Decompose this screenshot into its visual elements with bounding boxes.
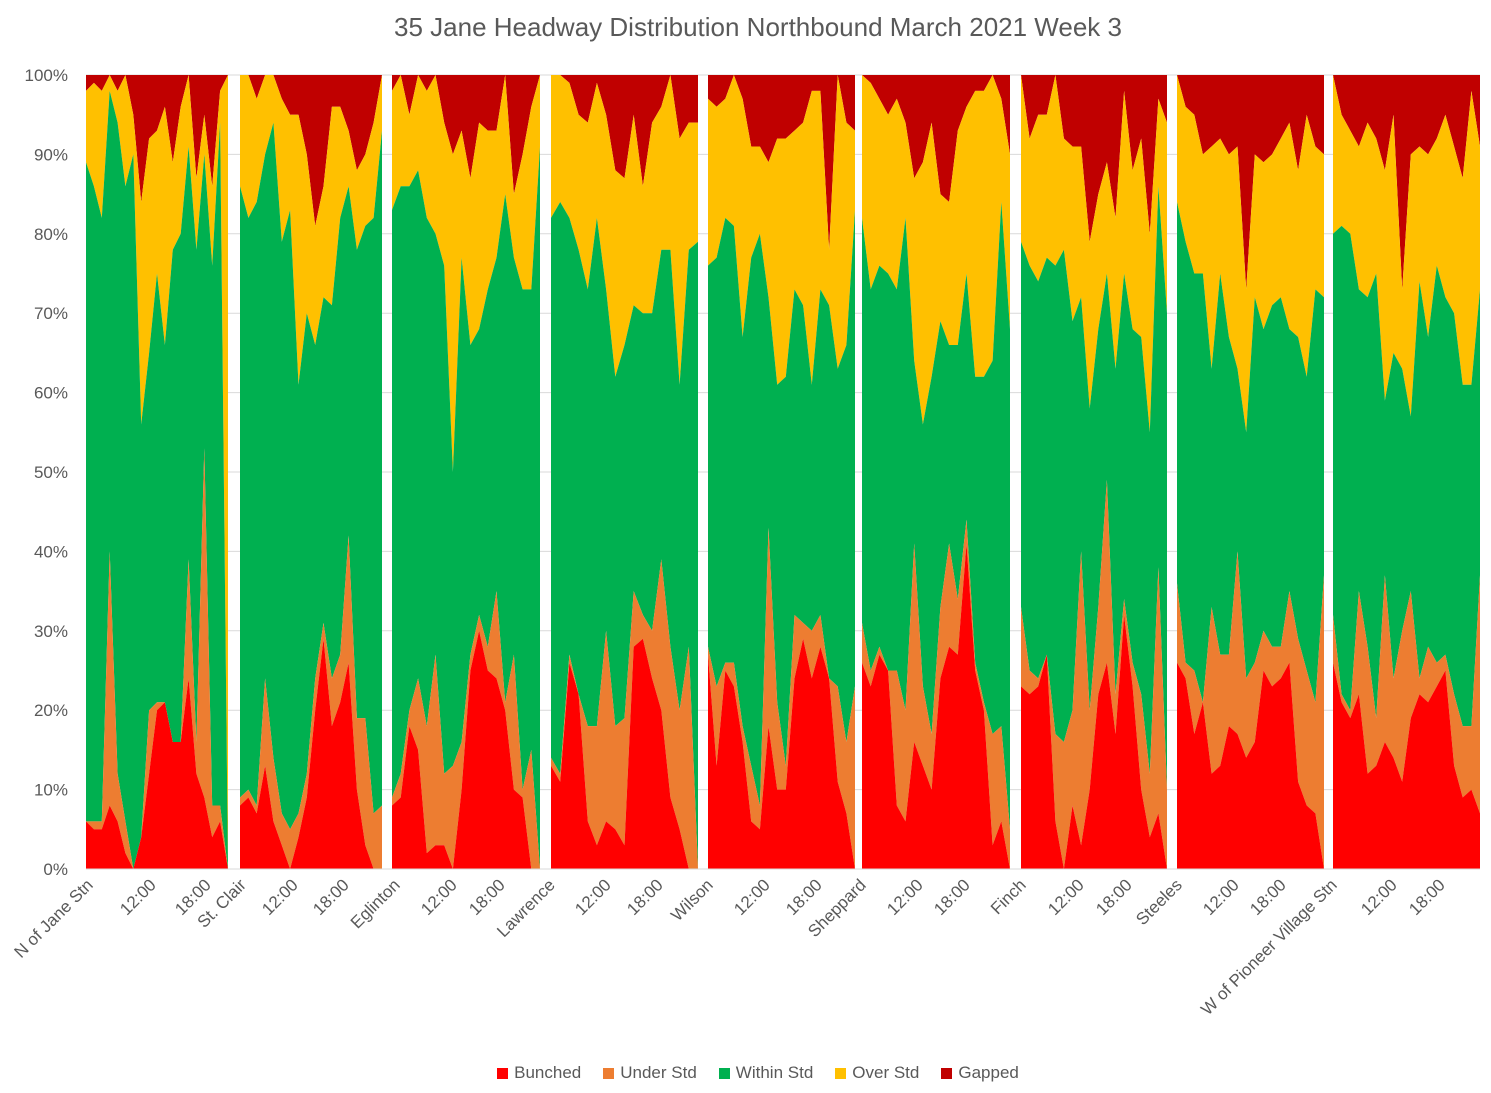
under-std-area [1177,551,1324,869]
x-tick-label: 12:00 [1357,875,1401,919]
x-tick-label: 18:00 [1246,875,1290,919]
within-std-area [862,202,1010,830]
within-std-area [1333,225,1480,727]
legend-swatch-within-std [718,1067,730,1079]
within-std-area [1177,202,1324,703]
gapped-area [1177,75,1324,290]
x-tick-label: 12:00 [417,875,461,919]
y-tick-label: 80% [34,225,68,244]
legend-swatch-over-std [835,1067,847,1079]
bunched-area [708,638,855,869]
x-tick-label: 18:00 [465,875,509,919]
legend-label-over-std: Over Std [852,1063,920,1082]
over-std-area [240,75,382,385]
over-std-area [708,75,855,385]
over-std-area [1333,75,1480,417]
under-std-area [551,559,698,869]
under-std-area [1333,575,1480,814]
under-std-area [708,527,855,869]
bunched-area [240,638,382,869]
legend: Bunched Under Std Within Std Over Std Ga… [0,1063,1491,1083]
x-tick-label: Eglinton [347,875,404,932]
gapped-area [240,75,382,226]
x-tick-label: 18:00 [1092,875,1136,919]
x-tick-label: Wilson [667,875,717,925]
within-std-area [708,210,855,806]
legend-swatch-bunched [497,1067,509,1079]
x-tick-label: 18:00 [623,875,667,919]
gapped-area [1021,75,1167,242]
gapped-area [1333,75,1480,290]
gapped-area [392,75,540,195]
within-std-area [240,122,382,830]
within-std-area [551,202,698,869]
within-std-area [86,90,228,869]
chart-title: 35 Jane Headway Distribution Northbound … [394,12,1122,42]
y-tick-label: 0% [43,860,68,879]
legend-swatch-gapped [941,1067,953,1079]
y-tick-label: 50% [34,463,68,482]
y-tick-label: 40% [34,542,68,561]
over-std-area [86,75,228,869]
x-tick-label: Steeles [1132,875,1186,929]
x-tick-label: 12:00 [1199,875,1243,919]
y-tick-label: 10% [34,781,68,800]
x-tick-label: 12:00 [1044,875,1088,919]
bunched-area [1333,662,1480,869]
x-tick-label: 12:00 [571,875,615,919]
gapped-area [708,75,855,250]
bunched-area [1177,662,1324,869]
legend-swatch-under-std [603,1067,615,1079]
x-tick-label: 18:00 [309,875,353,919]
legend-item-within-std: Within Std [718,1063,814,1083]
x-tick-label: 12:00 [258,875,302,919]
bunched-area [392,630,540,869]
x-tick-label: 18:00 [930,875,974,919]
over-std-area [1177,75,1324,433]
bunched-area [551,638,698,869]
y-tick-label: 60% [34,384,68,403]
legend-item-under-std: Under Std [603,1063,697,1083]
gapped-area [862,75,1010,202]
over-std-area [551,75,698,385]
x-tick-label: 18:00 [1405,875,1449,919]
over-std-area [1021,75,1167,433]
legend-label-under-std: Under Std [620,1063,697,1082]
x-tick-label: N of Jane Stn [11,875,97,961]
y-tick-label: 30% [34,622,68,641]
x-tick-label: 12:00 [883,875,927,919]
gapped-area [86,75,228,202]
bunched-area [862,543,1010,869]
legend-label-bunched: Bunched [514,1063,582,1082]
x-tick-label: 12:00 [116,875,160,919]
over-std-area [862,75,1010,425]
legend-item-bunched: Bunched [497,1063,581,1083]
y-tick-label: 20% [34,701,68,720]
legend-item-over-std: Over Std [835,1063,919,1083]
y-tick-label: 100% [25,66,68,85]
legend-item-gapped: Gapped [941,1063,1019,1083]
legend-label-gapped: Gapped [958,1063,1019,1082]
x-tick-label: 12:00 [730,875,774,919]
over-std-area [392,75,540,472]
bunched-area [1021,614,1167,869]
area-series [86,75,1480,869]
under-std-area [86,448,228,869]
under-std-area [240,535,382,869]
bunched-area [86,678,228,869]
y-tick-label: 90% [34,145,68,164]
legend-label-within-std: Within Std [735,1063,814,1082]
under-std-area [1021,479,1167,869]
x-tick-label: Finch [987,875,1030,918]
y-tick-label: 70% [34,304,68,323]
within-std-area [392,146,540,869]
y-axis-labels: 0% 10% 20% 30% 40% 50% 60% 70% 80% 90% 100% [25,66,68,879]
within-std-area [1021,186,1167,790]
under-std-area [862,519,1010,869]
gapped-area [551,75,698,187]
